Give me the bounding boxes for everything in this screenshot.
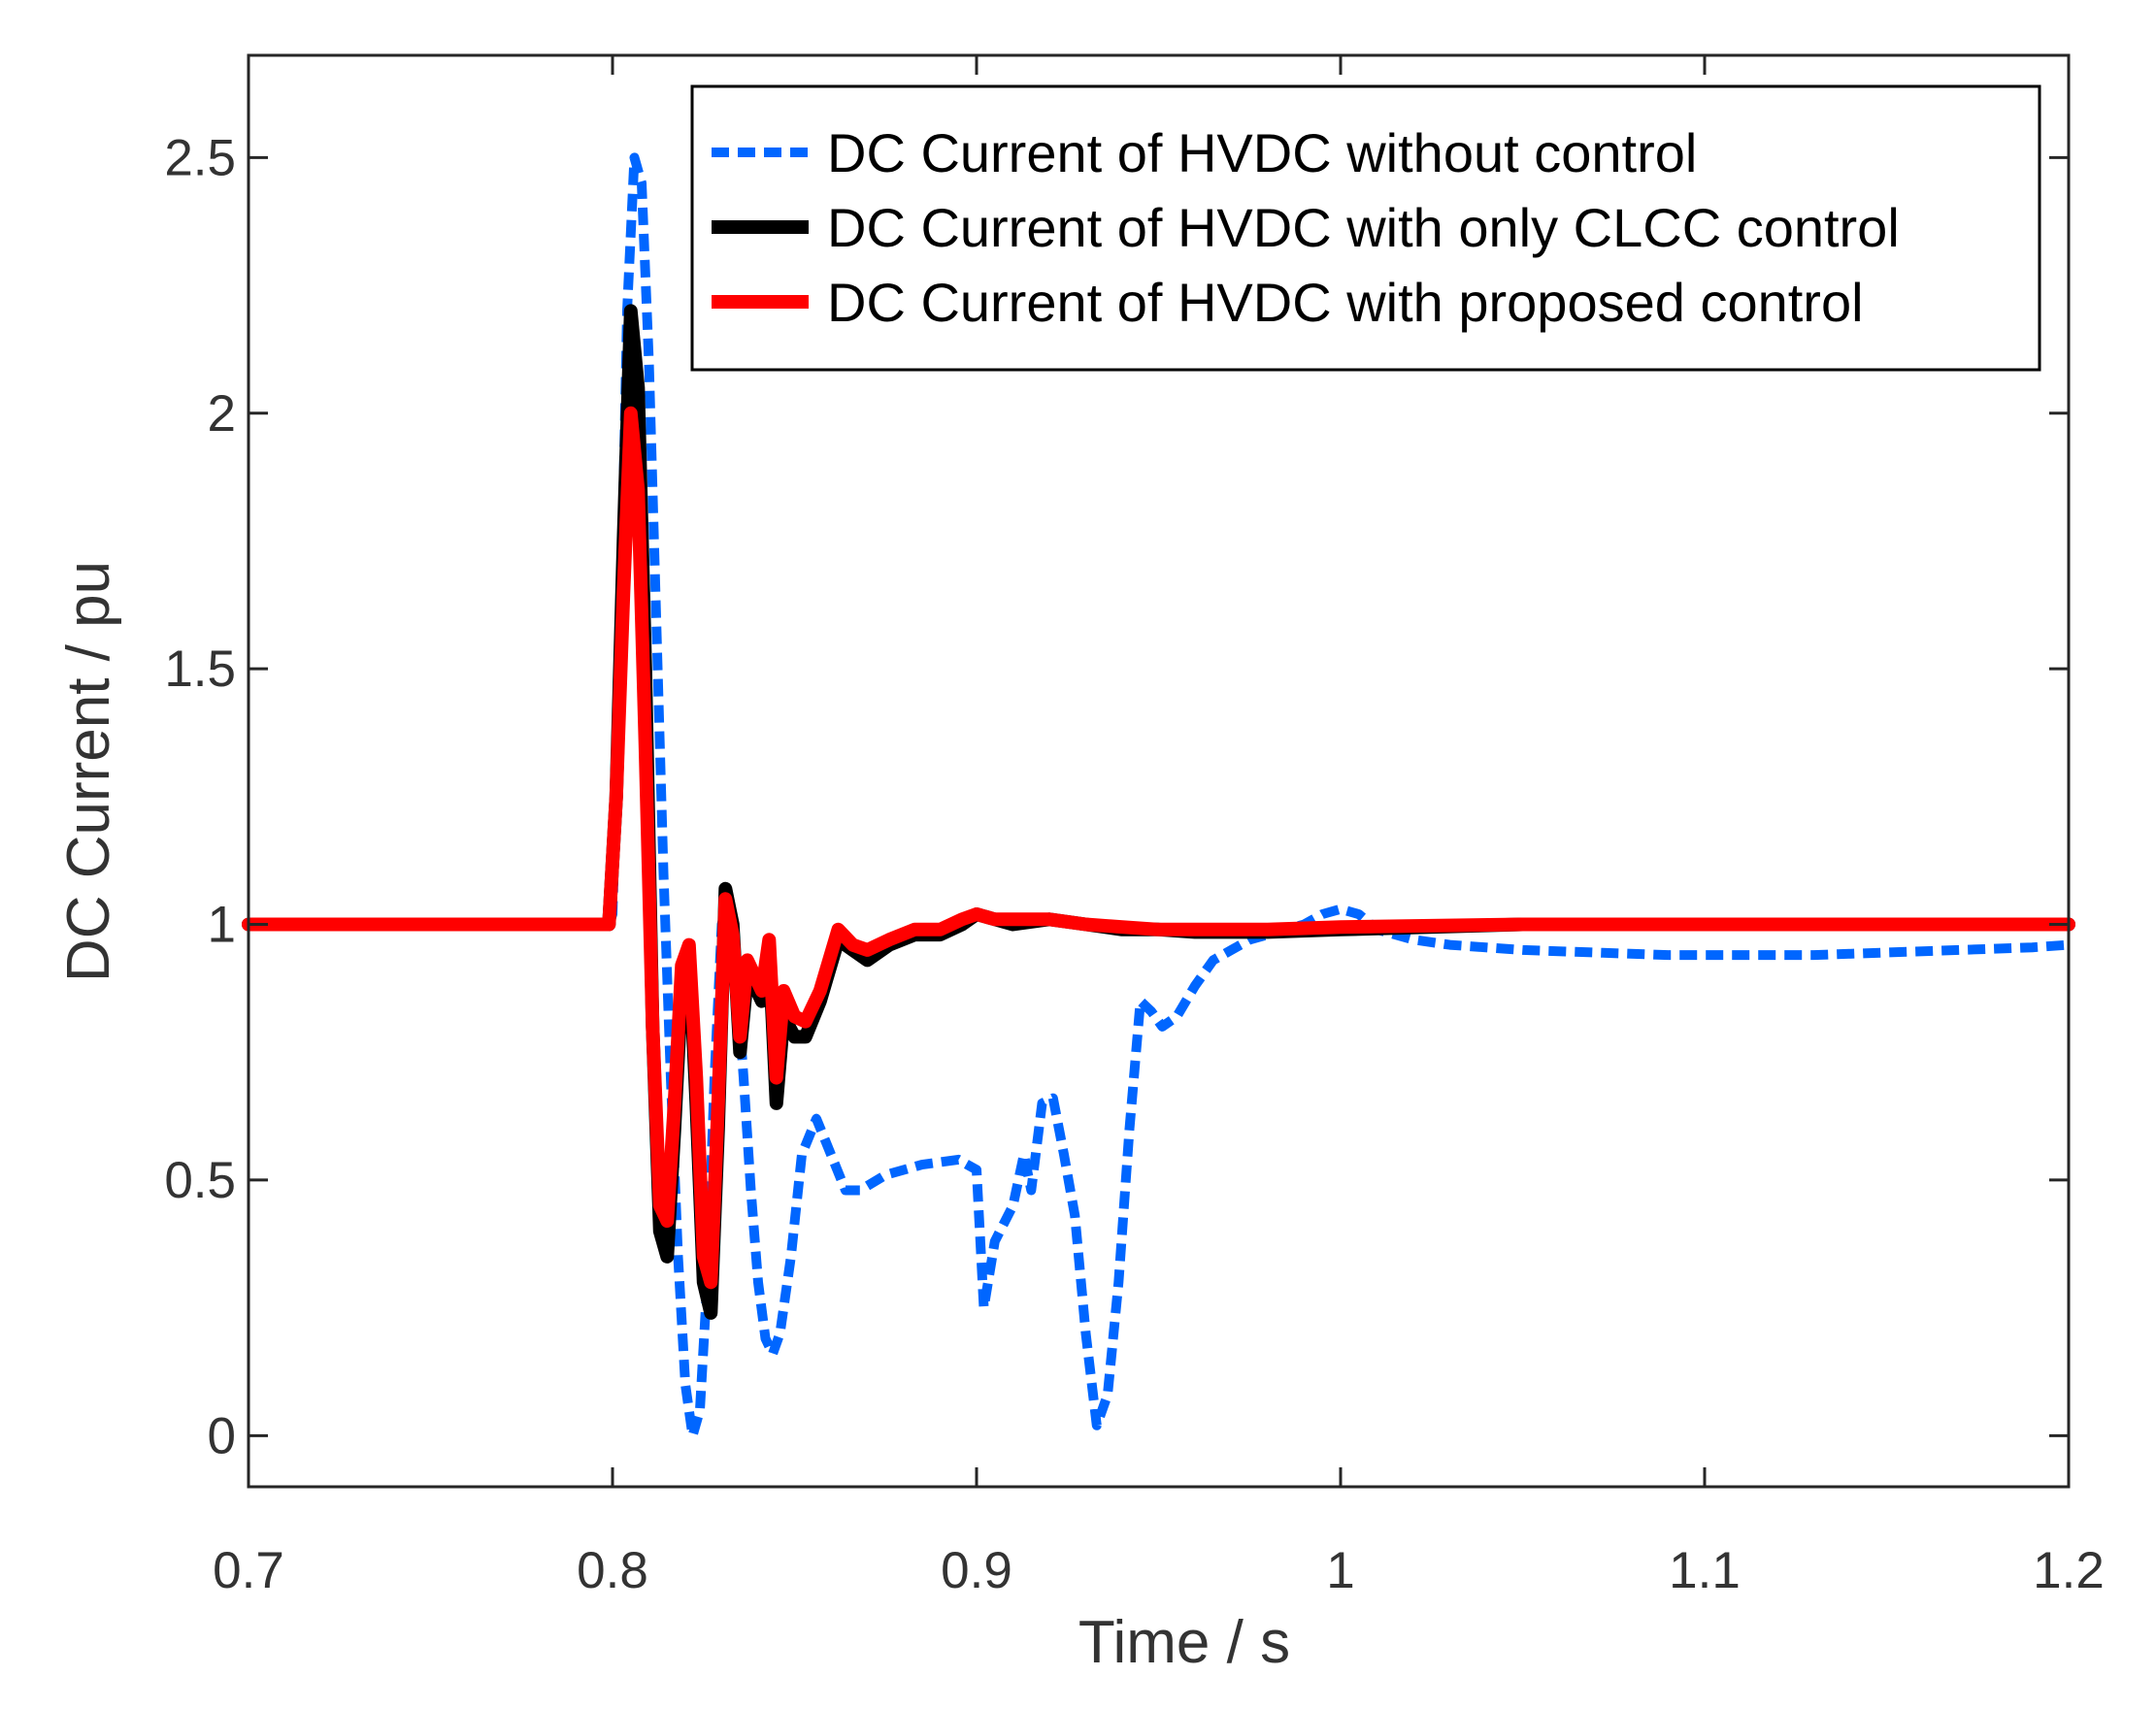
x-tick-label: 1.1 xyxy=(1669,1542,1741,1599)
legend-box xyxy=(690,84,2041,372)
legend-entries: DC Current of HVDC without control DC Cur… xyxy=(712,122,1900,333)
y-tick-label: 2 xyxy=(208,385,236,443)
y-tick-label: 1 xyxy=(208,897,236,954)
x-axis-label: Time / s xyxy=(1078,1609,1290,1676)
y-tick-label: 1.5 xyxy=(164,641,236,698)
plot-frame xyxy=(247,53,2071,1489)
series-line-3 xyxy=(242,406,2075,1290)
x-tick-label: 1.2 xyxy=(2033,1542,2105,1599)
legend-label-3: DC Current of HVDC with proposed control xyxy=(827,272,1864,333)
legend-label-2: DC Current of HVDC with only CLCC contro… xyxy=(827,197,1900,258)
x-tick-label: 0.8 xyxy=(577,1542,648,1599)
legend: DC Current of HVDC without control DC Cur… xyxy=(690,84,2041,372)
ticks-layer: 0.7 0.8 0.9 1 1.1 1.2 0 0.5 1 1.5 2 2.5 xyxy=(164,55,2105,1599)
y-axis-label: DC Current / pu xyxy=(55,561,122,982)
x-tick-label: 1 xyxy=(1326,1542,1354,1599)
y-tick-label: 0 xyxy=(208,1407,236,1464)
x-tick-label: 0.9 xyxy=(941,1542,1012,1599)
y-tick-label: 2.5 xyxy=(164,129,236,186)
series-layer xyxy=(242,152,2075,1441)
x-tick-label: 0.7 xyxy=(213,1542,284,1599)
legend-label-1: DC Current of HVDC without control xyxy=(827,122,1697,183)
y-tick-label: 0.5 xyxy=(164,1152,236,1209)
series-line-1 xyxy=(249,152,2070,1441)
